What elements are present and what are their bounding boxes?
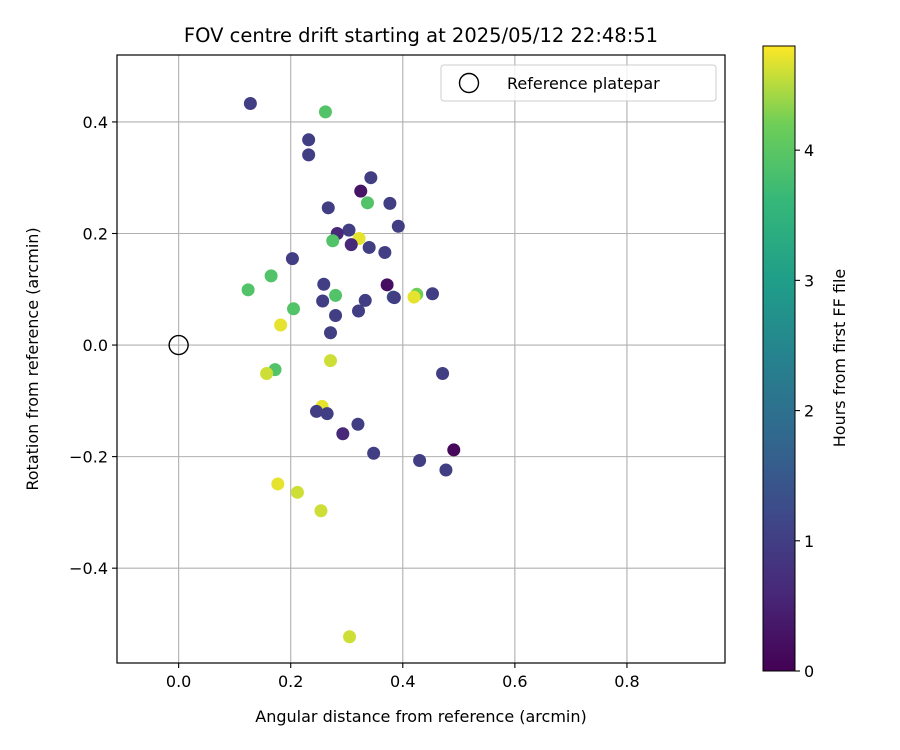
reference-marker-group — [168, 334, 189, 356]
data-point — [260, 367, 274, 381]
colorbar-tick-label: 4 — [804, 141, 814, 160]
data-point — [344, 238, 358, 252]
scatter-points — [241, 97, 461, 644]
colorbar-ticks: 0 1 2 3 4 — [795, 141, 814, 681]
data-point — [317, 277, 331, 291]
data-point — [343, 630, 357, 644]
x-tick-label: 0.0 — [166, 672, 191, 691]
data-point — [362, 240, 376, 254]
data-point — [309, 404, 323, 418]
legend: Reference platepar — [440, 64, 717, 102]
data-point — [378, 245, 392, 259]
y-tick-label: 0.0 — [83, 336, 108, 355]
data-point — [318, 105, 332, 119]
data-point — [436, 367, 450, 381]
colorbar-title: Hours from first FF file — [830, 269, 849, 448]
data-point — [287, 302, 301, 316]
data-point — [302, 133, 316, 147]
y-axis-title: Rotation from reference (arcmin) — [23, 227, 42, 490]
data-point — [290, 485, 304, 499]
data-point — [413, 454, 427, 468]
y-axis-ticks: −0.4 −0.2 0.0 0.2 0.4 — [69, 113, 117, 578]
data-point — [320, 407, 334, 421]
plot-area-frame — [116, 54, 726, 664]
y-tick-label: 0.4 — [83, 113, 108, 132]
legend-open-circle-icon — [458, 72, 480, 94]
data-point — [358, 293, 372, 307]
x-tick-label: 0.4 — [390, 672, 415, 691]
data-point — [314, 504, 328, 518]
data-point — [274, 318, 288, 332]
reference-platepar-marker — [168, 334, 189, 356]
y-tick-label: −0.2 — [69, 448, 108, 467]
data-point — [321, 201, 335, 215]
data-point — [407, 290, 421, 304]
data-point — [342, 223, 356, 237]
data-point — [302, 148, 316, 162]
data-point — [352, 304, 366, 318]
data-point — [380, 278, 394, 292]
chart-title: FOV centre drift starting at 2025/05/12 … — [184, 24, 658, 47]
colorbar: 0 1 2 3 4 Hours from first FF file — [762, 45, 849, 681]
x-tick-label: 0.8 — [614, 672, 639, 691]
data-point — [447, 443, 461, 457]
y-tick-label: 0.2 — [83, 224, 108, 243]
data-point — [351, 417, 365, 431]
colorbar-tick-label: 2 — [804, 402, 814, 421]
data-point — [324, 354, 338, 368]
legend-box — [440, 64, 717, 102]
data-point — [391, 219, 405, 233]
data-point — [425, 287, 439, 301]
x-axis-title: Angular distance from reference (arcmin) — [255, 707, 586, 726]
data-point — [360, 196, 374, 210]
data-point — [271, 477, 285, 491]
x-tick-label: 0.6 — [502, 672, 527, 691]
data-point — [241, 283, 255, 297]
colorbar-tick-label: 3 — [804, 271, 814, 290]
x-tick-label: 0.2 — [278, 672, 303, 691]
data-point — [336, 427, 350, 441]
grid-lines — [117, 55, 725, 663]
data-point — [326, 234, 340, 248]
data-point — [324, 326, 338, 340]
data-point — [243, 97, 257, 111]
colorbar-tick-label: 1 — [804, 532, 814, 551]
data-point — [364, 171, 378, 185]
colorbar-tick-label: 0 — [804, 662, 814, 681]
data-point — [354, 184, 368, 198]
legend-label: Reference platepar — [507, 74, 660, 93]
data-point — [329, 288, 343, 302]
x-axis-ticks: 0.0 0.2 0.4 0.6 0.8 — [166, 663, 640, 691]
data-point — [316, 294, 330, 308]
data-point — [439, 463, 453, 477]
data-point — [329, 308, 343, 322]
y-tick-label: −0.4 — [69, 559, 108, 578]
data-point — [285, 252, 299, 266]
colorbar-gradient — [762, 45, 796, 672]
data-point — [264, 269, 278, 283]
data-point — [383, 196, 397, 210]
data-point — [367, 446, 381, 460]
data-point — [387, 291, 401, 305]
